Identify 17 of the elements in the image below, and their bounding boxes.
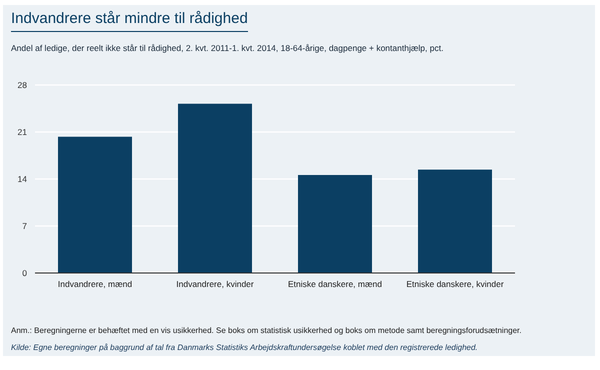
bar	[298, 174, 372, 273]
x-tick-label: Indvandrere, mænd	[58, 279, 132, 290]
x-tick-label: Etniske danskere, kvinder	[406, 279, 504, 290]
y-tick-label: 21	[18, 127, 28, 138]
y-tick-label: 14	[18, 174, 28, 184]
bar	[58, 136, 132, 273]
y-tick-label: 7	[22, 221, 28, 232]
bar	[178, 104, 252, 273]
x-tick-label: Indvandrere, kvinder	[176, 279, 254, 290]
bar	[418, 170, 492, 273]
text: Kilde: Egne beregninger på baggrund af tal fra Danmarks Statistiks Arbejdskraftundersøgelse koblet med den registrerede ledighed.	[11, 343, 478, 352]
text: Anm.: Beregningerne er behæftet med en vis usikkerhed. Se boks om statistisk usikkerhed og boks om metode samt beregningsforudsætninger.	[11, 326, 522, 335]
y-tick-label: 0	[22, 268, 28, 278]
chart-title: Indvandrere står mindre til rådighed	[11, 10, 248, 32]
y-tick-label: 28	[18, 80, 28, 90]
chart-subtitle: Andel af ledige, der reelt ikke står til rådighed, 2. kvt. 2011-1. kvt. 2014, 18-64-årige, dagpenge + kontanthjælp, pct.	[11, 43, 444, 53]
x-tick-label: Etniske danskere, mænd	[288, 279, 382, 290]
